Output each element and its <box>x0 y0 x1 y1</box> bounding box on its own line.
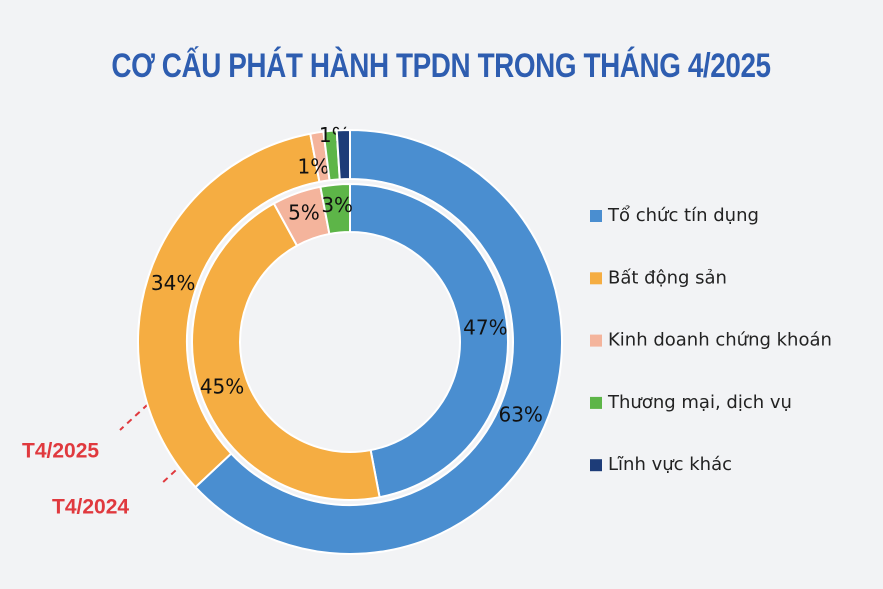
data-label: 47% <box>463 316 507 340</box>
donut-slice <box>349 182 509 499</box>
series-annotation: T4/2025 <box>22 440 99 463</box>
legend-swatch <box>590 396 602 409</box>
data-label: 34% <box>151 271 195 295</box>
chart-title: CƠ CẤU PHÁT HÀNH TPDN TRONG THÁNG 4/2025 <box>111 46 770 84</box>
donut-slice <box>137 132 321 489</box>
donut-slice <box>319 182 351 236</box>
legend-label: Tổ chức tín dụng <box>607 205 759 226</box>
data-label: 45% <box>200 375 244 399</box>
data-label: 5% <box>288 201 320 225</box>
legend-label: Lĩnh vực khác <box>608 454 732 475</box>
legend-label: Bất động sản <box>608 267 727 288</box>
series-annotation: T4/2024 <box>52 496 129 519</box>
legend-swatch <box>590 210 602 222</box>
donut-slice <box>194 128 563 555</box>
donut-slice <box>191 202 381 501</box>
data-label: 63% <box>498 402 542 426</box>
legend-label: Thương mại, dịch vụ <box>607 392 792 413</box>
legend-swatch <box>590 272 602 285</box>
donut-slice <box>335 128 351 181</box>
data-label: 3% <box>321 193 353 217</box>
legend-swatch <box>590 334 602 347</box>
legend-swatch <box>590 459 602 472</box>
data-label: 1% <box>298 154 330 178</box>
legend-label: Kinh doanh chứng khoán <box>608 330 832 351</box>
